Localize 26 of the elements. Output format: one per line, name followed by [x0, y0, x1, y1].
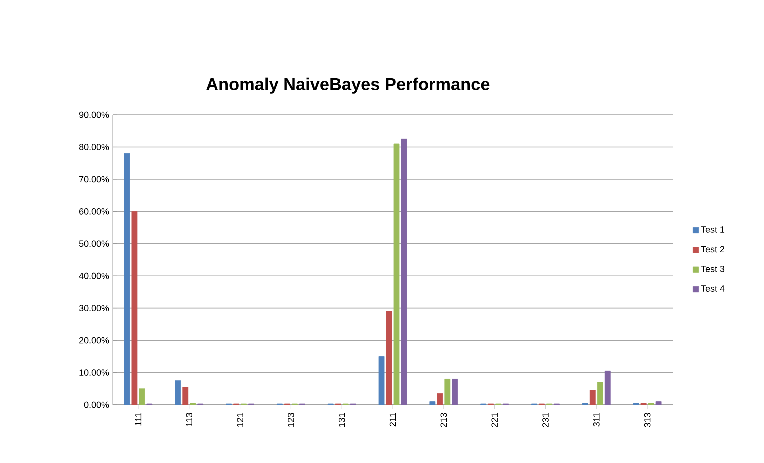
y-tick-label: 90.00%: [79, 112, 110, 118]
x-tick-label: 311: [593, 413, 600, 427]
y-tick-label: 50.00%: [79, 240, 110, 248]
chart-title: Anomaly NaiveBayes Performance: [206, 78, 490, 94]
y-tick-label: 40.00%: [79, 272, 110, 280]
x-tick-label: 231: [542, 413, 549, 428]
x-tick-label: 123: [288, 413, 294, 428]
x-tick-label: 221: [492, 413, 498, 428]
y-tick-label: 60.00%: [80, 208, 110, 215]
x-tick-label: 121: [237, 413, 244, 428]
x-tick-label: 213: [440, 413, 448, 428]
legend-label: Test 3: [701, 266, 725, 272]
y-tick-label: 30.00%: [79, 305, 110, 312]
x-tick-label: 113: [186, 413, 193, 426]
y-tick-label: 70.00%: [80, 176, 110, 183]
x-tick-label: 111: [135, 413, 142, 426]
y-tick-label: 80.00%: [79, 144, 110, 150]
y-tick-label: 20.00%: [80, 337, 110, 344]
legend-label: Test 4: [701, 286, 725, 292]
legend-label: Test 1: [701, 226, 725, 233]
legend-label: Test 2: [701, 246, 725, 253]
y-tick-label: 10.00%: [80, 370, 110, 376]
x-tick-label: 313: [644, 413, 651, 428]
y-tick-label: 0.00%: [84, 402, 110, 408]
x-tick-label: 211: [390, 413, 396, 427]
x-tick-label: 131: [338, 413, 346, 428]
